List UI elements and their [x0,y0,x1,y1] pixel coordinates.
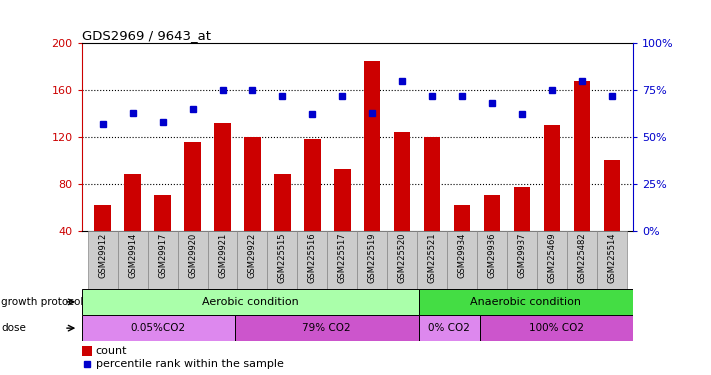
Text: GSM225482: GSM225482 [577,232,587,283]
Bar [447,231,477,289]
Bar [544,125,560,231]
Bar [424,137,440,231]
Bar [148,231,178,289]
Text: GSM29920: GSM29920 [188,232,197,278]
Bar [454,205,471,231]
Text: growth protocol: growth protocol [1,297,84,307]
Text: GSM29921: GSM29921 [218,232,227,278]
Text: GSM225519: GSM225519 [368,232,377,283]
Bar [477,231,507,289]
Text: 79% CO2: 79% CO2 [302,323,351,333]
Bar [507,231,537,289]
Bar [417,231,447,289]
Bar [82,315,235,341]
Bar [334,168,351,231]
Bar [178,231,208,289]
Bar [267,231,297,289]
Bar [154,195,171,231]
Bar [483,195,501,231]
Bar [327,231,358,289]
Bar [118,231,148,289]
Bar [419,315,480,341]
Bar [297,231,327,289]
Bar [244,137,261,231]
Text: GSM225520: GSM225520 [397,232,407,283]
Bar [82,346,92,356]
Bar [304,139,321,231]
Text: GSM29934: GSM29934 [458,232,466,278]
Bar [514,187,530,231]
Text: GSM29914: GSM29914 [128,232,137,278]
Bar [208,231,237,289]
Bar [567,231,597,289]
Text: GSM29936: GSM29936 [488,232,496,278]
Text: count: count [95,346,127,356]
Bar [274,174,291,231]
Bar [237,231,267,289]
Bar [597,231,627,289]
Text: GSM225515: GSM225515 [278,232,287,283]
Bar [124,174,141,231]
Bar [82,289,419,315]
Bar [184,142,201,231]
Text: GDS2969 / 9643_at: GDS2969 / 9643_at [82,29,210,42]
Bar [537,231,567,289]
Text: GSM29937: GSM29937 [518,232,526,278]
Bar [574,81,590,231]
Text: GSM29922: GSM29922 [248,232,257,278]
Text: Anaerobic condition: Anaerobic condition [470,297,581,307]
Text: Aerobic condition: Aerobic condition [202,297,299,307]
Bar [394,132,410,231]
Bar [87,231,118,289]
Text: GSM29912: GSM29912 [98,232,107,278]
Text: 100% CO2: 100% CO2 [529,323,584,333]
Text: GSM225521: GSM225521 [427,232,437,283]
Text: 0.05%CO2: 0.05%CO2 [131,323,186,333]
Text: GSM225514: GSM225514 [607,232,616,283]
Bar [95,205,111,231]
Text: GSM225469: GSM225469 [547,232,557,283]
Text: dose: dose [1,323,26,333]
Text: GSM225516: GSM225516 [308,232,317,283]
Bar [214,123,231,231]
Bar [235,315,419,341]
Text: GSM225517: GSM225517 [338,232,347,283]
Text: GSM29917: GSM29917 [158,232,167,278]
Bar [364,61,380,231]
Bar [419,289,633,315]
Bar [604,160,620,231]
Text: 0% CO2: 0% CO2 [428,323,470,333]
Bar [387,231,417,289]
Text: percentile rank within the sample: percentile rank within the sample [95,359,284,369]
Bar [358,231,387,289]
Bar [480,315,633,341]
